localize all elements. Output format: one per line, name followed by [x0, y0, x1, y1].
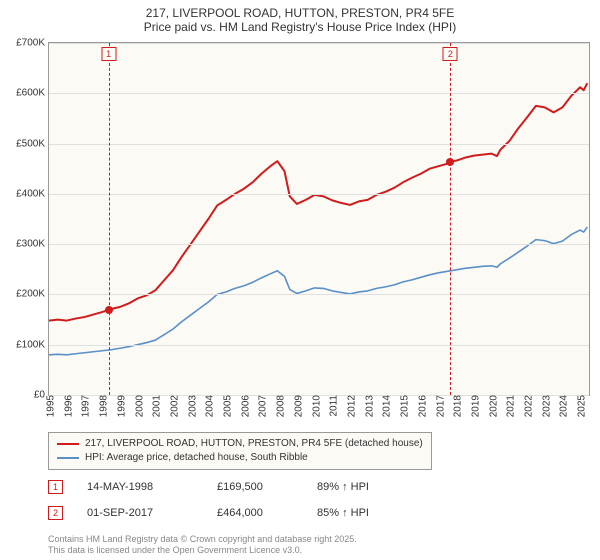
y-tick-label: £700K: [16, 38, 49, 49]
x-tick-label: 2009: [289, 395, 304, 417]
x-tick-label: 2021: [502, 395, 517, 417]
info-badge: 2: [48, 506, 63, 520]
x-tick-label: 2020: [484, 395, 499, 417]
y-tick-label: £500K: [16, 138, 49, 149]
disclaimer: Contains HM Land Registry data © Crown c…: [48, 534, 357, 556]
x-tick-label: 1999: [112, 395, 127, 417]
info-price: £464,000: [217, 507, 317, 519]
x-tick-label: 2002: [165, 395, 180, 417]
x-tick-label: 2025: [573, 395, 588, 417]
marker-dot: [446, 158, 454, 166]
legend-swatch: [57, 443, 79, 445]
x-tick-label: 2017: [431, 395, 446, 417]
x-tick-label: 2005: [219, 395, 234, 417]
reference-line: [109, 43, 110, 395]
info-badge: 1: [48, 480, 63, 494]
reference-line: [450, 43, 451, 395]
chart-container: 217, LIVERPOOL ROAD, HUTTON, PRESTON, PR…: [0, 0, 600, 560]
legend-row: 217, LIVERPOOL ROAD, HUTTON, PRESTON, PR…: [57, 437, 423, 451]
y-tick-label: £300K: [16, 239, 49, 250]
x-tick-label: 2007: [254, 395, 269, 417]
y-tick-label: £200K: [16, 289, 49, 300]
marker-dot: [105, 306, 113, 314]
x-tick-label: 2000: [130, 395, 145, 417]
y-tick-label: £100K: [16, 339, 49, 350]
disclaimer-line-2: This data is licensed under the Open Gov…: [48, 545, 357, 556]
series-svg: [49, 43, 589, 395]
info-date: 14-MAY-1998: [87, 481, 217, 493]
x-tick-label: 2010: [307, 395, 322, 417]
x-tick-label: 2013: [360, 395, 375, 417]
grid-line: [49, 93, 589, 94]
legend-label: 217, LIVERPOOL ROAD, HUTTON, PRESTON, PR…: [85, 437, 423, 451]
x-tick-label: 2024: [555, 395, 570, 417]
x-tick-label: 2003: [183, 395, 198, 417]
legend-label: HPI: Average price, detached house, Sout…: [85, 451, 308, 465]
grid-line: [49, 294, 589, 295]
grid-line: [49, 144, 589, 145]
title-line-1: 217, LIVERPOOL ROAD, HUTTON, PRESTON, PR…: [0, 6, 600, 20]
x-tick-label: 1996: [59, 395, 74, 417]
info-price: £169,500: [217, 481, 317, 493]
x-tick-label: 2011: [325, 395, 340, 417]
reference-badge: 2: [443, 47, 458, 61]
reference-badge: 1: [101, 47, 116, 61]
y-tick-label: £600K: [16, 88, 49, 99]
grid-line: [49, 194, 589, 195]
x-tick-label: 2023: [537, 395, 552, 417]
x-tick-label: 2008: [272, 395, 287, 417]
x-tick-label: 2012: [342, 395, 357, 417]
title-block: 217, LIVERPOOL ROAD, HUTTON, PRESTON, PR…: [0, 0, 600, 34]
x-tick-label: 2001: [148, 395, 163, 417]
x-tick-label: 2014: [378, 395, 393, 417]
x-tick-label: 2006: [236, 395, 251, 417]
x-tick-label: 2019: [466, 395, 481, 417]
info-row: 2 01-SEP-2017£464,00085% ↑ HPI: [48, 506, 397, 520]
series-line: [49, 227, 587, 355]
y-tick-label: £400K: [16, 188, 49, 199]
info-date: 01-SEP-2017: [87, 507, 217, 519]
legend-row: HPI: Average price, detached house, Sout…: [57, 451, 423, 465]
series-line: [49, 83, 587, 320]
x-tick-label: 1997: [77, 395, 92, 417]
x-tick-label: 1998: [95, 395, 110, 417]
x-tick-label: 2015: [396, 395, 411, 417]
grid-line: [49, 43, 589, 44]
legend: 217, LIVERPOOL ROAD, HUTTON, PRESTON, PR…: [48, 432, 432, 470]
info-row: 1 14-MAY-1998£169,50089% ↑ HPI: [48, 480, 397, 494]
x-tick-label: 1995: [42, 395, 57, 417]
x-tick-label: 2004: [201, 395, 216, 417]
x-tick-label: 2016: [413, 395, 428, 417]
info-pct: 85% ↑ HPI: [317, 507, 397, 519]
legend-swatch: [57, 457, 79, 459]
grid-line: [49, 244, 589, 245]
title-line-2: Price paid vs. HM Land Registry's House …: [0, 20, 600, 34]
grid-line: [49, 345, 589, 346]
x-tick-label: 2022: [520, 395, 535, 417]
info-pct: 89% ↑ HPI: [317, 481, 397, 493]
disclaimer-line-1: Contains HM Land Registry data © Crown c…: [48, 534, 357, 545]
x-tick-label: 2018: [449, 395, 464, 417]
plot-area: £0£100K£200K£300K£400K£500K£600K£700K199…: [48, 42, 590, 396]
